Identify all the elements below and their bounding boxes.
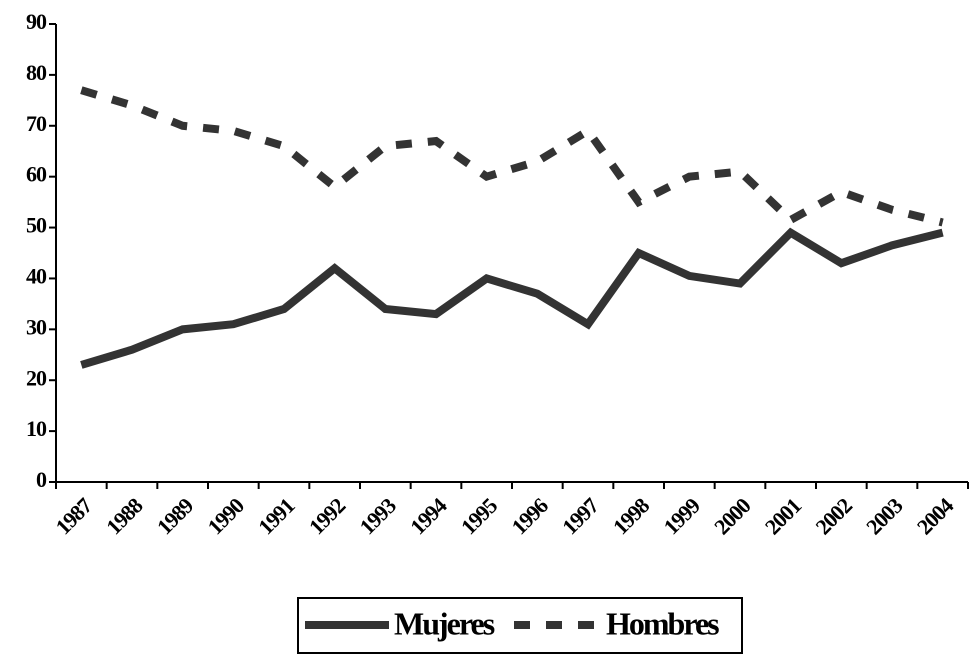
y-tick-label: 90 bbox=[26, 9, 47, 34]
x-tick-label: 1996 bbox=[506, 493, 553, 540]
x-tick-label: 2002 bbox=[810, 493, 857, 540]
y-tick-label: 70 bbox=[26, 111, 47, 136]
y-tick-label: 30 bbox=[26, 314, 47, 339]
x-tick-label: 1998 bbox=[608, 493, 655, 540]
x-tick-label: 1999 bbox=[658, 493, 705, 540]
x-tick-label: 2004 bbox=[912, 493, 959, 540]
series-line bbox=[80, 86, 944, 227]
y-tick-label: 50 bbox=[26, 213, 47, 238]
x-tick-label: 1992 bbox=[304, 493, 351, 540]
y-tick-label: 10 bbox=[26, 416, 47, 441]
y-tick-label: 20 bbox=[26, 365, 47, 390]
y-tick-label: 60 bbox=[26, 162, 47, 187]
y-tick-label: 0 bbox=[36, 467, 47, 492]
x-tick-label: 1988 bbox=[101, 493, 148, 540]
legend-label: Hombres bbox=[606, 605, 719, 641]
legend-label: Mujeres bbox=[394, 605, 495, 641]
x-tick-label: 1990 bbox=[202, 493, 249, 540]
x-tick-label: 1995 bbox=[456, 493, 503, 540]
x-tick-label: 1987 bbox=[50, 493, 97, 540]
x-tick-label: 1993 bbox=[354, 493, 401, 540]
y-tick-label: 40 bbox=[26, 263, 47, 288]
x-tick-label: 1989 bbox=[152, 493, 199, 540]
x-tick-label: 2003 bbox=[861, 493, 908, 540]
x-tick-label: 2001 bbox=[760, 493, 806, 539]
x-tick-label: 1997 bbox=[557, 493, 604, 540]
y-tick-label: 80 bbox=[26, 60, 47, 85]
x-tick-label: 2000 bbox=[709, 493, 756, 540]
series-line bbox=[80, 227, 944, 369]
x-tick-label: 1994 bbox=[405, 493, 452, 540]
x-tick-label: 1991 bbox=[253, 493, 299, 539]
